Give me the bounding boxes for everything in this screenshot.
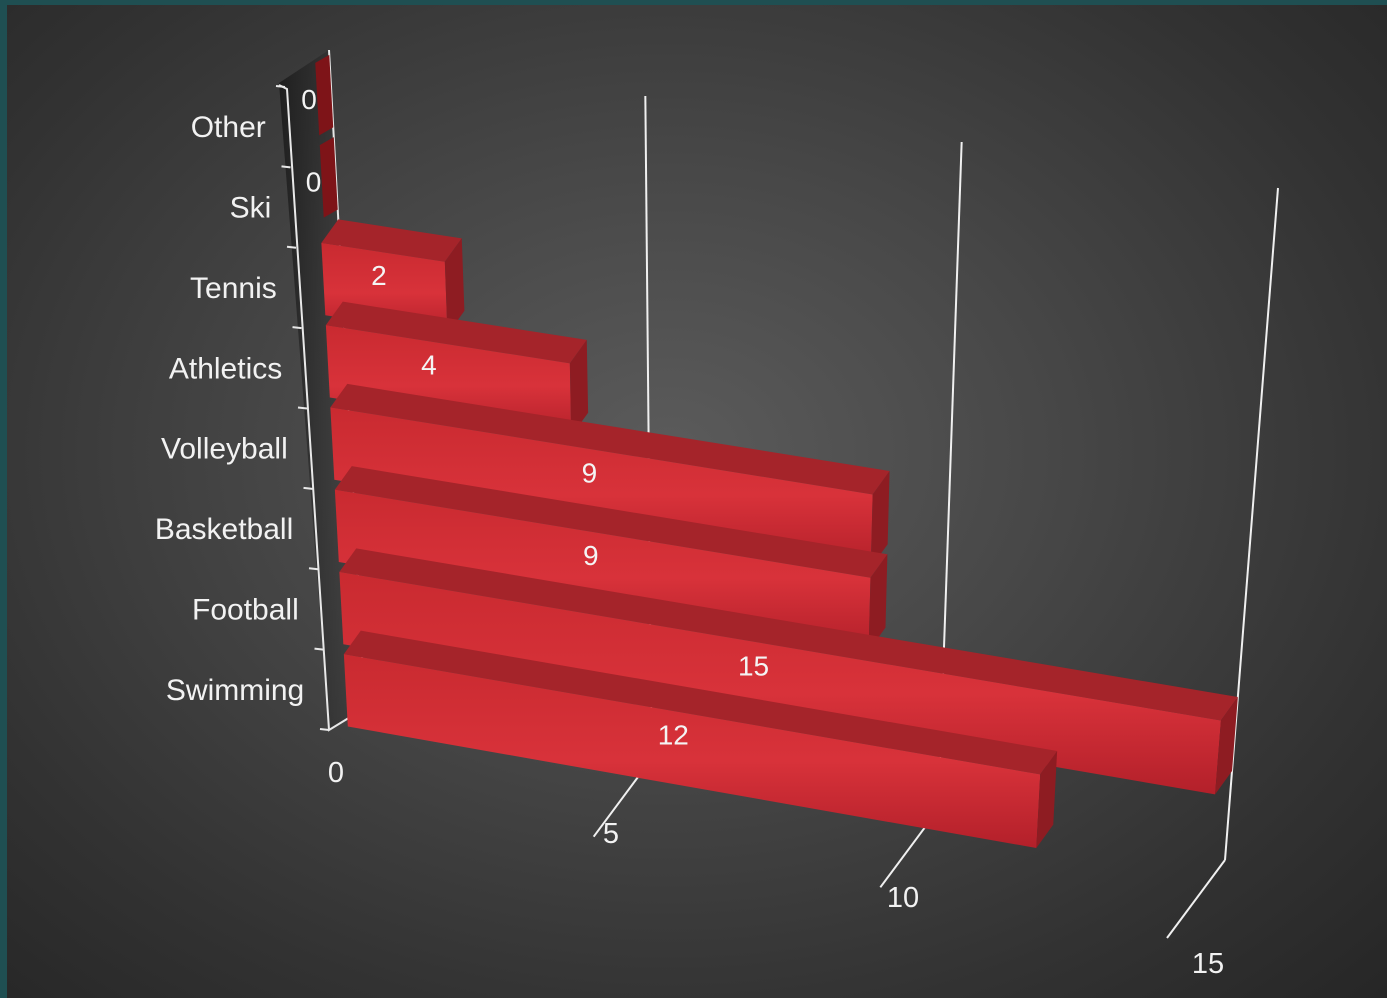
bar-other <box>315 54 334 136</box>
x-tick-label-15: 15 <box>1192 948 1224 980</box>
bar-top-face <box>330 383 890 495</box>
chart-area: Other Ski Tennis Athletics Volleyball Basketb… <box>7 5 1387 998</box>
category-labels: Other Ski Tennis Athletics Volleyball Basketb… <box>155 111 304 707</box>
category-label-swimming: Swimming <box>166 674 304 707</box>
bars <box>315 54 1238 849</box>
bar-front-face <box>343 654 1041 849</box>
bar-athletics <box>325 301 589 437</box>
bar-ski <box>319 137 338 218</box>
data-label-swimming: 12 <box>658 719 689 750</box>
category-label-basketball: Basketball <box>155 513 293 546</box>
data-label-tennis: 2 <box>371 260 387 291</box>
gridline-15 <box>1224 187 1279 861</box>
category-label-other: Other <box>191 111 266 144</box>
bar-end-face <box>569 339 589 437</box>
bar-top-face <box>343 630 1058 775</box>
category-tick <box>275 85 286 88</box>
category-tick <box>297 406 308 410</box>
floor-tick-15 <box>1166 859 1226 939</box>
bar-front-face <box>334 489 871 652</box>
bar-front-face <box>339 571 1221 795</box>
data-label-football: 15 <box>738 650 769 681</box>
bar-front-face <box>330 407 873 568</box>
bar-end-face <box>870 470 890 568</box>
bar-basketball <box>334 466 888 652</box>
data-label-athletics: 4 <box>421 349 437 380</box>
bar-top-face <box>325 301 587 364</box>
category-label-ski: Ski <box>230 192 272 225</box>
bar-volleyball <box>330 383 890 568</box>
data-labels: 0 0 2 4 9 9 15 12 <box>301 84 769 750</box>
x-tick-label-5: 5 <box>603 818 619 850</box>
bar-end-face <box>1215 697 1238 795</box>
category-tick <box>292 326 302 330</box>
data-label-volleyball: 9 <box>582 457 598 488</box>
bar-end-face <box>444 238 465 335</box>
bar-top-face <box>334 466 888 578</box>
bar-top-face <box>339 548 1238 721</box>
category-label-football: Football <box>192 593 299 626</box>
category-tick <box>319 728 330 731</box>
bar-end-face <box>868 554 888 652</box>
category-label-tennis: Tennis <box>190 272 277 305</box>
bar-swimming <box>343 630 1058 849</box>
bar-front-face <box>325 325 572 437</box>
data-label-ski: 0 <box>306 166 322 197</box>
category-tick <box>314 647 324 651</box>
bar-zero-stub <box>319 137 338 218</box>
category-tick <box>308 567 319 571</box>
data-label-other: 0 <box>301 84 317 115</box>
bar-end-face <box>1036 750 1058 849</box>
x-tick-label-10: 10 <box>887 882 919 914</box>
bar-football <box>339 548 1238 795</box>
category-label-athletics: Athletics <box>169 352 282 385</box>
category-tick <box>303 486 313 490</box>
x-tick-label-0: 0 <box>328 757 344 789</box>
category-tick <box>281 165 291 169</box>
data-label-basketball: 9 <box>583 540 599 571</box>
bar-chart-3d: Other Ski Tennis Athletics Volleyball Basketb… <box>155 49 1279 980</box>
category-tick <box>286 245 297 249</box>
x-tick-labels: 0 5 10 15 <box>328 757 1224 980</box>
bar-top-face <box>321 219 462 262</box>
bar-zero-stub <box>315 54 334 136</box>
category-label-volleyball: Volleyball <box>161 433 288 466</box>
